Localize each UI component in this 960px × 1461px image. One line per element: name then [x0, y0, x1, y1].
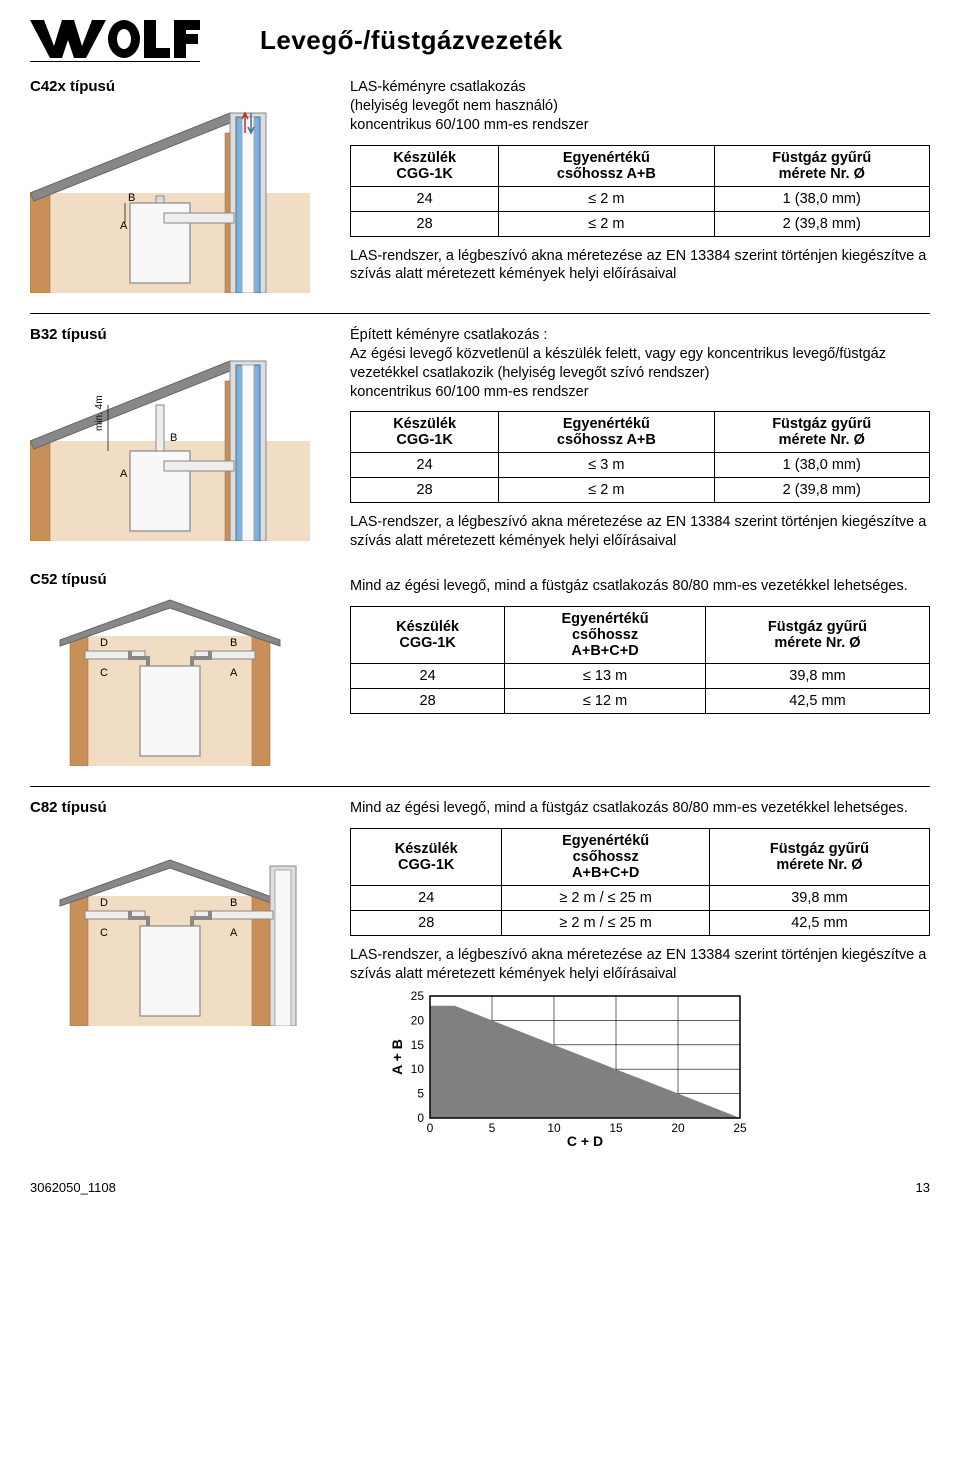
b32-table: Készülék CGG-1K Egyenértékű csőhossz A+B… [350, 411, 930, 503]
th: Egyenértékű csőhossz A+B [499, 145, 714, 186]
th: Készülék CGG-1K [351, 828, 502, 885]
footer-docid: 3062050_1108 [30, 1180, 116, 1195]
c42x-table: Készülék CGG-1K Egyenértékű csőhossz A+B… [350, 145, 930, 237]
svg-text:B: B [230, 637, 237, 649]
th: Készülék CGG-1K [351, 412, 499, 453]
td: 24 [351, 453, 499, 478]
c52-label: C52 típusú [30, 571, 340, 588]
td: 28 [351, 688, 505, 713]
th: Készülék CGG-1K [351, 606, 505, 663]
section-b32-c52: B32 típusú min. 4m B A C52 [30, 326, 930, 787]
td: 24 [351, 663, 505, 688]
c52-table: Készülék CGG-1K Egyenértékű csőhossz A+B… [350, 606, 930, 714]
c82-desc: Mind az égési levegő, mind a füstgáz csa… [350, 799, 930, 818]
td: ≥ 2 m / ≤ 25 m [502, 910, 710, 935]
svg-text:20: 20 [411, 1013, 425, 1027]
svg-text:A: A [230, 927, 238, 939]
td: ≤ 12 m [505, 688, 706, 713]
svg-text:5: 5 [417, 1086, 424, 1100]
td: 2 (39,8 mm) [714, 211, 929, 236]
page-footer: 3062050_1108 13 [30, 1180, 930, 1195]
td: 39,8 mm [709, 885, 929, 910]
page-header: Levegő-/füstgázvezeték [30, 18, 930, 62]
footer-pagenum: 13 [916, 1180, 930, 1195]
td: 1 (38,0 mm) [714, 186, 929, 211]
c82-chart: 0 5 10 15 20 25 0 5 10 15 20 25 C + D A + B [350, 988, 930, 1148]
c42x-desc: LAS-kéményre csatlakozás (helyiség leveg… [350, 78, 930, 135]
td: 28 [351, 211, 499, 236]
svg-text:A: A [120, 220, 128, 232]
b32-note: LAS-rendszer, a légbeszívó akna méretezé… [350, 513, 930, 551]
b32-diagram: min. 4m B A [30, 351, 310, 541]
td: 42,5 mm [705, 688, 929, 713]
svg-text:A + B: A + B [390, 1039, 405, 1075]
td: 39,8 mm [705, 663, 929, 688]
td: ≤ 13 m [505, 663, 706, 688]
td: 24 [351, 186, 499, 211]
svg-text:D: D [100, 637, 108, 649]
c82-label: C82 típusú [30, 799, 340, 816]
c52-desc: Mind az égési levegő, mind a füstgáz csa… [350, 577, 930, 596]
svg-text:B: B [170, 432, 177, 444]
c82-note: LAS-rendszer, a légbeszívó akna méretezé… [350, 946, 930, 984]
svg-text:0: 0 [417, 1111, 424, 1125]
td: 42,5 mm [709, 910, 929, 935]
svg-text:C + D: C + D [567, 1133, 603, 1148]
th: Egyenértékű csőhossz A+B+C+D [505, 606, 706, 663]
svg-text:10: 10 [411, 1062, 425, 1076]
svg-text:25: 25 [411, 989, 425, 1003]
page-title: Levegő-/füstgázvezeték [260, 25, 563, 56]
svg-text:A: A [120, 468, 128, 480]
svg-text:min. 4m: min. 4m [94, 395, 105, 431]
svg-text:C: C [100, 667, 108, 679]
th: Egyenértékű csőhossz A+B [499, 412, 714, 453]
svg-text:A: A [230, 667, 238, 679]
c42x-label: C42x típusú [30, 78, 340, 95]
c82-diagram: D B C A [30, 856, 310, 1026]
c52-diagram: D B C A [30, 596, 310, 766]
section-c82: C82 típusú D B C A [30, 799, 930, 1168]
svg-text:10: 10 [547, 1121, 561, 1135]
td: ≤ 2 m [499, 211, 714, 236]
svg-text:0: 0 [427, 1121, 434, 1135]
svg-text:15: 15 [609, 1121, 623, 1135]
c42x-note: LAS-rendszer, a légbeszívó akna méretezé… [350, 247, 930, 285]
section-c42x: C42x típusú B A [30, 78, 930, 314]
td: 1 (38,0 mm) [714, 453, 929, 478]
svg-text:15: 15 [411, 1037, 425, 1051]
th: Egyenértékű csőhossz A+B+C+D [502, 828, 710, 885]
c82-table: Készülék CGG-1K Egyenértékű csőhossz A+B… [350, 828, 930, 936]
svg-text:D: D [100, 897, 108, 909]
svg-text:25: 25 [733, 1121, 747, 1135]
b32-desc: Épített kéményre csatlakozás : Az égési … [350, 326, 930, 401]
td: 24 [351, 885, 502, 910]
td: 28 [351, 910, 502, 935]
svg-text:5: 5 [489, 1121, 496, 1135]
b32-label: B32 típusú [30, 326, 340, 343]
th: Füstgáz gyűrű mérete Nr. Ø [714, 412, 929, 453]
wolf-logo [30, 18, 200, 62]
td: 28 [351, 478, 499, 503]
td: ≤ 2 m [499, 478, 714, 503]
svg-text:C: C [100, 927, 108, 939]
th: Füstgáz gyűrű mérete Nr. Ø [705, 606, 929, 663]
c42x-diagram: B A [30, 103, 310, 293]
td: ≤ 2 m [499, 186, 714, 211]
th: Füstgáz gyűrű mérete Nr. Ø [714, 145, 929, 186]
th: Készülék CGG-1K [351, 145, 499, 186]
svg-text:20: 20 [671, 1121, 685, 1135]
td: 2 (39,8 mm) [714, 478, 929, 503]
td: ≤ 3 m [499, 453, 714, 478]
svg-text:B: B [230, 897, 237, 909]
svg-text:B: B [128, 192, 135, 204]
th: Füstgáz gyűrű mérete Nr. Ø [709, 828, 929, 885]
td: ≥ 2 m / ≤ 25 m [502, 885, 710, 910]
